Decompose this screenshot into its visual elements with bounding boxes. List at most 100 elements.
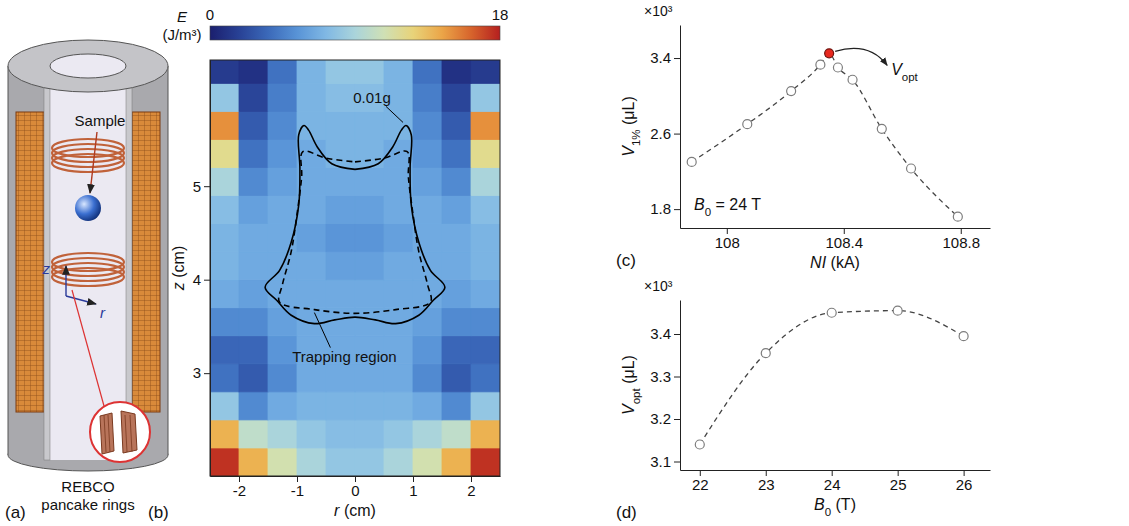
- tick-mark: [674, 209, 680, 210]
- curve-labels: 0.01g Trapping region: [292, 89, 403, 364]
- tick-label: 26: [956, 476, 973, 493]
- colorbar-tick-label: 0: [206, 6, 214, 23]
- data-point: [695, 440, 704, 449]
- ring: [52, 149, 124, 167]
- z-arrow: [65, 266, 66, 296]
- text-part: (cm): [170, 246, 187, 282]
- curve-label: Trapping region: [292, 348, 397, 365]
- text-part: pancake rings: [41, 496, 134, 513]
- panel-label: (b): [148, 503, 169, 522]
- data-point: [743, 120, 752, 129]
- tick-label: -2: [233, 482, 246, 499]
- cell: [384, 420, 413, 448]
- pancake: [100, 413, 114, 454]
- cell: [384, 252, 413, 280]
- text-part: z: [170, 282, 187, 291]
- sample-pointer: [90, 132, 97, 193]
- bore: [50, 66, 126, 460]
- figure: SamplezrREBCOpancake rings(a)0.01gTrappi…: [0, 0, 1129, 526]
- tick-label: 3.3: [650, 368, 671, 385]
- cell: [297, 224, 326, 252]
- annotation-arrow: [835, 48, 887, 65]
- y-axis: 345: [193, 61, 211, 477]
- cell: [471, 308, 500, 336]
- cell: [384, 196, 413, 224]
- cell: [471, 252, 500, 280]
- cell: [210, 168, 239, 196]
- cell: [355, 60, 384, 83]
- cell: [442, 168, 471, 196]
- cell: [413, 83, 442, 111]
- text-part: B: [814, 496, 825, 513]
- tick: 2.6: [650, 125, 680, 142]
- y-axis: 3.13.23.33.4: [650, 301, 680, 471]
- tick-label: 108: [715, 234, 740, 251]
- cell: [413, 139, 442, 167]
- cell: [471, 139, 500, 167]
- cell: [471, 448, 500, 476]
- cell: [442, 336, 471, 364]
- data-point: [687, 157, 696, 166]
- cell: [384, 60, 413, 83]
- data-point: [816, 60, 825, 69]
- axis-line: [680, 301, 681, 471]
- colorbar-tick-label: 18: [492, 6, 509, 23]
- cell: [239, 60, 268, 83]
- cell: [471, 111, 500, 139]
- r-arrow: [66, 296, 96, 304]
- cell: [297, 308, 326, 336]
- tick: 4: [193, 271, 210, 288]
- text-part: (T): [831, 496, 856, 513]
- cell: [442, 420, 471, 448]
- tick: 3: [193, 364, 210, 381]
- text-part: (μL): [620, 96, 637, 129]
- cell: [471, 196, 500, 224]
- cell: [471, 336, 500, 364]
- cell: [239, 364, 268, 392]
- cell: [268, 364, 297, 392]
- cell: [355, 420, 384, 448]
- tick: 2: [467, 476, 475, 499]
- cell: [239, 336, 268, 364]
- data-point: [877, 124, 886, 133]
- tick-mark: [674, 334, 680, 335]
- cell: [210, 252, 239, 280]
- cell: [210, 139, 239, 167]
- tick: 26: [956, 470, 973, 493]
- cell: [442, 280, 471, 308]
- tick-label: 3.4: [650, 325, 671, 342]
- cell: [355, 168, 384, 196]
- cell: [384, 364, 413, 392]
- cell: [239, 392, 268, 420]
- cell: [326, 448, 355, 476]
- cell: [239, 196, 268, 224]
- cell: [355, 392, 384, 420]
- inset: [90, 402, 150, 462]
- cell: [413, 448, 442, 476]
- y-axis-title: V1% (μL): [620, 96, 642, 157]
- x-axis-title: B0 (T): [814, 496, 856, 518]
- ring: [52, 154, 124, 172]
- cell: [326, 83, 355, 111]
- panel-label: (d): [616, 503, 637, 522]
- cell: [239, 139, 268, 167]
- data-point: [761, 349, 770, 358]
- cell: [355, 308, 384, 336]
- cell: [239, 308, 268, 336]
- cell: [471, 392, 500, 420]
- tick-label: 3.4: [650, 49, 671, 66]
- cell: [326, 111, 355, 139]
- shell-edge: [8, 66, 9, 455]
- text-part: E: [177, 8, 188, 25]
- cell: [384, 280, 413, 308]
- axis-line: [681, 470, 991, 471]
- plot-area: [687, 49, 962, 221]
- cell: [442, 308, 471, 336]
- data-point: [959, 332, 968, 341]
- r-axis-label: r: [100, 304, 106, 321]
- cell: [413, 392, 442, 420]
- axis-line: [210, 61, 211, 477]
- annotation: B0 = 24 T: [694, 196, 761, 218]
- cell: [297, 392, 326, 420]
- curve-label: 0.01g: [353, 89, 391, 106]
